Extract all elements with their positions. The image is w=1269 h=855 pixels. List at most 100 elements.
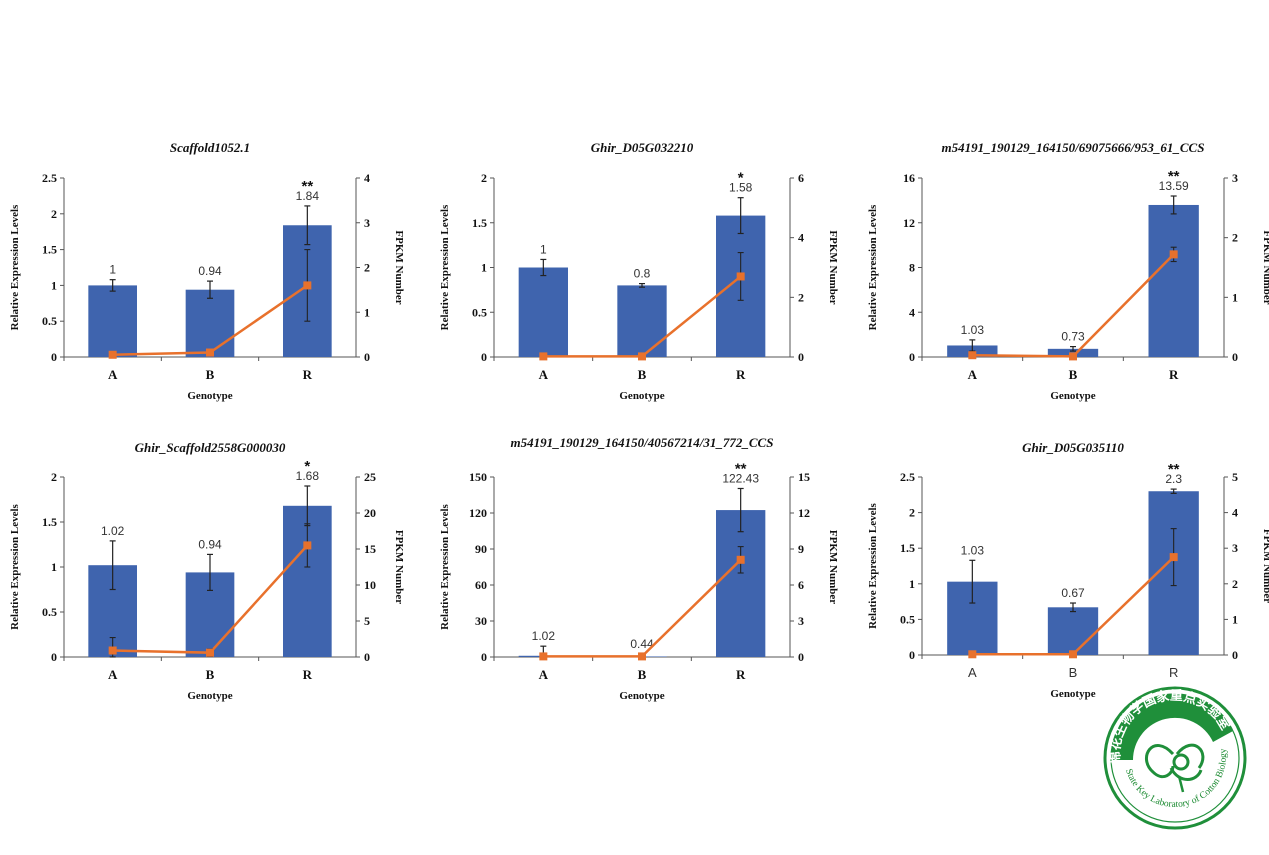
y-tick-label: 120 — [469, 506, 487, 520]
y-tick-label: 0.5 — [900, 612, 915, 626]
x-tick-label: A — [108, 667, 118, 682]
x-tick-label: B — [206, 367, 215, 382]
chart-panel-4: Ghir_Scaffold2558G00003000.511.520510152… — [9, 440, 405, 702]
fpkm-point-R — [1169, 250, 1178, 259]
y-tick-label: 2.5 — [900, 470, 915, 484]
y-tick-label: 0 — [51, 350, 57, 364]
chart-title: m54191_190129_164150/40567214/31_772_CCS — [511, 435, 774, 450]
significance-marker: ** — [735, 460, 747, 477]
bar-value-label: 13.59 — [1159, 179, 1189, 193]
y2-tick-label: 25 — [364, 470, 376, 484]
chart-panel-5: m54191_190129_164150/40567214/31_772_CCS… — [439, 435, 839, 702]
significance-marker: ** — [301, 178, 313, 195]
y-axis-title: Relative Expression Levels — [9, 503, 21, 629]
bar-value-label: 1.03 — [961, 543, 985, 557]
y2-tick-label: 10 — [364, 578, 376, 592]
bar-value-label: 0.94 — [198, 264, 222, 278]
y-tick-label: 0.5 — [472, 305, 487, 319]
y-tick-label: 4 — [909, 305, 915, 319]
y2-tick-label: 0 — [1232, 350, 1238, 364]
fpkm-point-B — [206, 648, 214, 657]
y-tick-label: 16 — [903, 171, 915, 185]
y-tick-label: 150 — [469, 470, 487, 484]
y2-tick-label: 20 — [364, 506, 376, 520]
y2-tick-label: 0 — [364, 650, 370, 664]
y2-tick-label: 5 — [364, 614, 370, 628]
y-tick-label: 2 — [909, 506, 915, 520]
y2-tick-label: 3 — [1232, 171, 1238, 185]
fpkm-point-A — [108, 350, 117, 359]
y2-tick-label: 3 — [364, 216, 370, 230]
fpkm-point-A — [968, 351, 977, 360]
y2-axis-title: FPKM Number — [1261, 529, 1269, 603]
y-tick-label: 12 — [903, 216, 915, 230]
y-tick-label: 0 — [481, 650, 487, 664]
x-tick-label: B — [638, 667, 647, 682]
fpkm-point-B — [638, 652, 646, 661]
y-tick-label: 0 — [909, 350, 915, 364]
y2-axis-title: FPKM Number — [393, 230, 405, 304]
x-axis-title: Genotype — [1050, 688, 1095, 700]
y2-tick-label: 0 — [798, 650, 804, 664]
y-tick-label: 2.5 — [42, 171, 57, 185]
fpkm-point-R — [736, 555, 745, 564]
y2-tick-label: 4 — [1232, 506, 1238, 520]
y-tick-label: 30 — [475, 614, 487, 628]
bar-R — [1148, 204, 1199, 357]
y-tick-label: 60 — [475, 578, 487, 592]
bar-B — [1047, 607, 1099, 655]
chart-title: Scaffold1052.1 — [170, 140, 250, 155]
x-tick-label: R — [303, 367, 313, 382]
y-axis-title: Relative Expression Levels — [9, 204, 21, 330]
y-tick-label: 2 — [51, 207, 57, 221]
y2-tick-label: 2 — [1232, 231, 1238, 245]
y-tick-label: 2 — [51, 470, 57, 484]
y-tick-label: 0.5 — [42, 605, 57, 619]
y-tick-label: 1 — [481, 261, 487, 275]
x-tick-label: R — [736, 367, 746, 382]
y-axis-title: Relative Expression Levels — [867, 204, 879, 330]
bar-value-label: 122.43 — [722, 471, 759, 485]
x-tick-label: R — [736, 667, 746, 682]
chart-title: m54191_190129_164150/69075666/953_61_CCS — [942, 140, 1205, 155]
x-tick-label: B — [638, 367, 647, 382]
fpkm-point-B — [638, 352, 646, 361]
bar-value-label: 1.03 — [961, 323, 985, 337]
bar-value-label: 0.73 — [1061, 330, 1085, 344]
x-axis-title: Genotype — [1050, 390, 1095, 402]
y-tick-label: 1.5 — [42, 515, 57, 529]
fpkm-point-R — [303, 281, 312, 290]
fpkm-point-R — [736, 272, 745, 281]
significance-marker: * — [738, 170, 744, 187]
y-tick-label: 0.5 — [42, 314, 57, 328]
y-tick-label: 90 — [475, 542, 487, 556]
y2-tick-label: 0 — [798, 350, 804, 364]
y2-tick-label: 15 — [364, 542, 376, 556]
y2-axis-title: FPKM Number — [827, 230, 839, 304]
charts-container: Scaffold1052.100.511.522.501234Relative … — [9, 140, 1269, 702]
y2-tick-label: 0 — [364, 350, 370, 364]
bar-value-label: 1.02 — [532, 629, 556, 643]
lab-seal: 棉花生物学国家重点实验室 State Key Laboratory of Cot… — [1103, 686, 1247, 830]
chart-panel-3: m54191_190129_164150/69075666/953_61_CCS… — [867, 140, 1269, 402]
y2-tick-label: 1 — [1232, 290, 1238, 304]
bar-value-label: 1.58 — [729, 181, 753, 195]
y2-tick-label: 5 — [1232, 470, 1238, 484]
y2-tick-label: 2 — [364, 261, 370, 275]
y-axis-title: Relative Expression Levels — [439, 204, 451, 330]
bar-B — [185, 289, 235, 357]
x-axis-title: Genotype — [619, 690, 664, 702]
x-tick-label: A — [539, 367, 549, 382]
y-tick-label: 0 — [51, 650, 57, 664]
x-tick-label: B — [1069, 367, 1078, 382]
bar-value-label: 1 — [540, 242, 547, 256]
fpkm-point-A — [539, 352, 548, 361]
seal-band — [1110, 693, 1233, 760]
y-tick-label: 1 — [51, 278, 57, 292]
x-tick-label: A — [968, 367, 978, 382]
y-axis-title: Relative Expression Levels — [439, 503, 451, 629]
x-tick-label: B — [206, 667, 215, 682]
y2-axis-title: FPKM Number — [827, 530, 839, 604]
bar-B — [617, 285, 667, 357]
